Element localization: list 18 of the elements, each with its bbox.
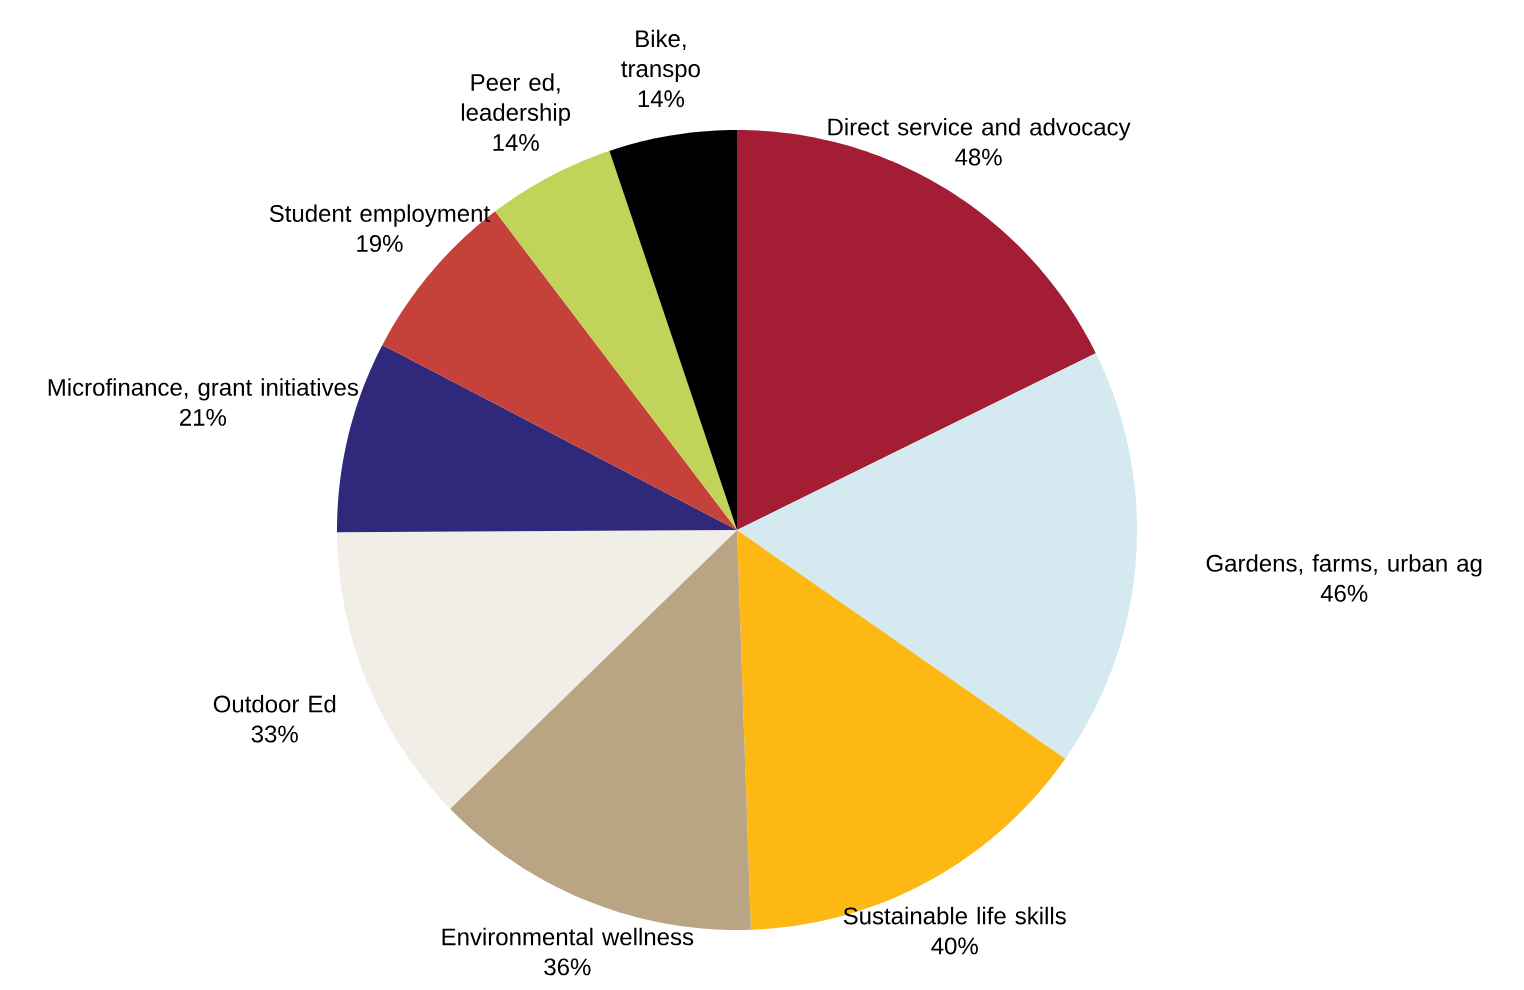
data-label: 40%	[931, 937, 978, 955]
slice-label: Peer ed, leadership	[461, 73, 570, 126]
slice-label: Gardens, farms, urban ag	[1206, 554, 1482, 577]
data-label: 33%	[251, 725, 298, 743]
data-label: 36%	[544, 958, 591, 976]
slice-label: Student employment	[269, 204, 490, 227]
data-label: 46%	[1320, 584, 1368, 602]
slice-label: Outdoor Ed	[213, 694, 336, 713]
data-label: 21%	[180, 408, 227, 426]
slice-label: Direct service and advocacy	[828, 117, 1131, 141]
data-label: 14%	[638, 90, 685, 108]
data-label: 19%	[357, 235, 403, 252]
slice-label: Sustainable life skills	[843, 906, 1066, 925]
data-label: 48%	[955, 148, 1002, 166]
data-label: 14%	[493, 134, 539, 151]
slice-label: Bike, transpo	[621, 29, 700, 82]
slice-label: Environmental wellness	[442, 927, 694, 946]
slice-label: Microfinance, grant initiatives	[48, 378, 359, 401]
